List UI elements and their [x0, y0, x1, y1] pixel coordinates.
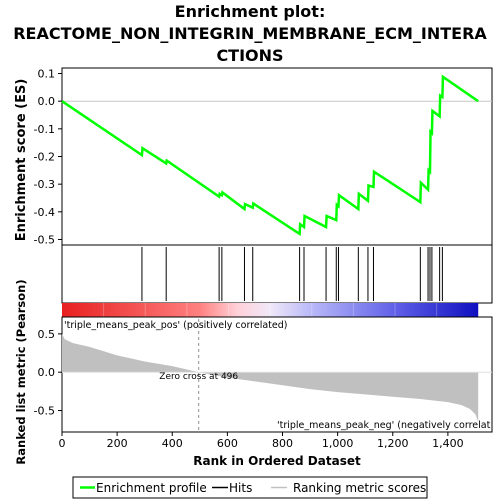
- metric-x-tick-label: 800: [272, 437, 293, 450]
- ranking-metric-area: [62, 333, 479, 423]
- enrichment-profile-line: [61, 74, 479, 237]
- metric-y-axis-label: Ranked list metric (Pearson): [14, 279, 28, 464]
- metric-x-tick-label: 0: [59, 437, 66, 450]
- title-line-2: REACTOME_NON_INTEGRIN_MEMBRANE_ECM_INTER…: [13, 24, 487, 43]
- metric-y-tick-label: -0.5: [34, 405, 55, 418]
- rank-color-bar: [62, 303, 479, 317]
- es-y-tick-label: -0.2: [34, 151, 55, 164]
- es-y-axis: 0.1 0.0 -0.1 -0.2 -0.3 -0.4 -0.5: [34, 68, 62, 246]
- es-y-tick-label: -0.3: [34, 178, 55, 191]
- metric-x-axis-label: Rank in Ordered Dataset: [193, 454, 361, 468]
- positive-correlation-label: 'triple_means_peak_pos' (positively corr…: [64, 320, 288, 331]
- chart-title: Enrichment plot: REACTOME_NON_INTEGRIN_M…: [13, 2, 487, 65]
- metric-x-tick-label: 1,000: [322, 437, 354, 450]
- metric-x-axis: 0 200 400 600 800 1,000 1,200 1,400: [59, 432, 464, 450]
- metric-x-tick-label: 200: [107, 437, 128, 450]
- rank-color-bar-segments: [103, 303, 438, 317]
- legend-item-metric: Ranking metric scores: [271, 481, 426, 495]
- legend-metric-label: Ranking metric scores: [293, 481, 426, 495]
- hits-panel-frame: [61, 244, 493, 304]
- legend-hits-label: Hits: [229, 481, 252, 495]
- metric-x-tick-label: 600: [217, 437, 238, 450]
- hits-marks: [141, 247, 443, 301]
- metric-y-tick-label: 0.5: [38, 328, 56, 341]
- title-line-1: Enrichment plot:: [175, 2, 326, 21]
- legend-item-profile: Enrichment profile: [80, 481, 207, 495]
- es-y-tick-label: -0.4: [34, 206, 55, 219]
- es-y-tick-label: -0.5: [34, 233, 55, 246]
- negative-correlation-label: 'triple_means_peak_neg' (negatively corr…: [277, 420, 491, 431]
- legend-profile-label: Enrichment profile: [96, 481, 207, 495]
- metric-y-axis: 0.5 0.0 -0.5: [34, 328, 62, 418]
- title-line-3: CTIONS: [216, 46, 283, 65]
- es-y-tick-label: -0.1: [34, 123, 55, 136]
- metric-x-tick-label: 1,400: [432, 437, 464, 450]
- es-y-axis-label: Enrichment score (ES): [14, 79, 29, 242]
- metric-x-tick-label: 1,200: [377, 437, 409, 450]
- es-y-tick-label: 0.0: [38, 95, 56, 108]
- legend-box: [72, 476, 428, 499]
- metric-x-tick-label: 400: [162, 437, 183, 450]
- metric-y-tick-label: 0.0: [38, 366, 56, 379]
- legend-item-hits: Hits: [212, 481, 252, 495]
- zero-cross-label: Zero cross at 496: [159, 372, 238, 382]
- es-panel-frame: [61, 67, 493, 246]
- es-y-tick-label: 0.1: [38, 68, 56, 81]
